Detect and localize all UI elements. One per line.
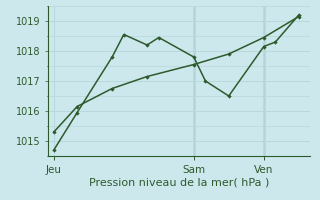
X-axis label: Pression niveau de la mer( hPa ): Pression niveau de la mer( hPa ): [89, 178, 269, 188]
